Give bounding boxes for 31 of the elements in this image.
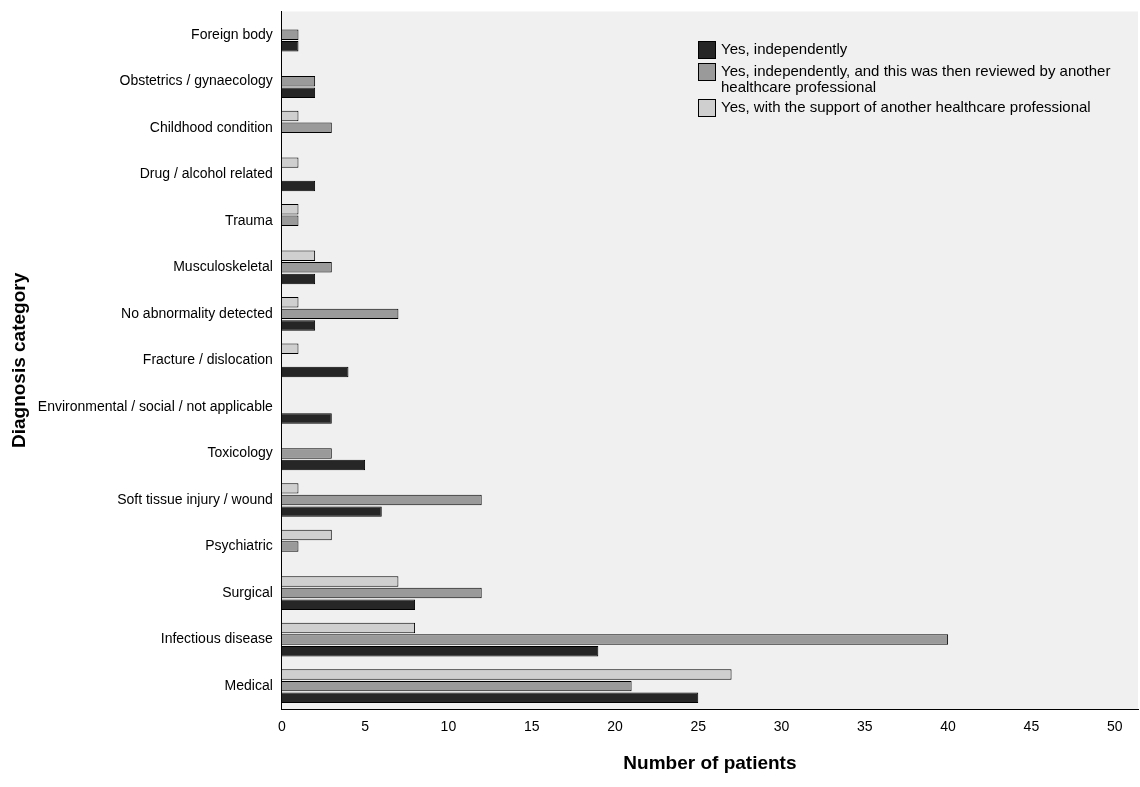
y-tick-label: Drug / alcohol related (139, 165, 273, 182)
x-tick-label: 40 (940, 717, 957, 734)
y-tick-label: Soft tissue injury / wound (117, 490, 273, 507)
x-tick-label: 10 (440, 717, 457, 734)
y-tick-label: Fracture / dislocation (142, 351, 273, 368)
x-tick-label: 25 (690, 717, 707, 734)
y-tick-label: Surgical (222, 583, 273, 600)
x-tick-label: 20 (607, 717, 623, 734)
x-tick-label: 5 (361, 717, 370, 734)
legend-label: Yes, with the support of another healthcare professional (721, 98, 1091, 116)
x-tick-label: 30 (773, 717, 790, 734)
legend-label: Yes, independently, and this was then reviewed by another healthcare professional (721, 62, 1112, 96)
y-tick-label: Psychiatric (205, 537, 273, 554)
y-tick-label: Infectious disease (160, 630, 274, 647)
y-tick-label: No abnormality detected (121, 304, 273, 321)
x-tick-label: 50 (1106, 717, 1123, 734)
x-tick-label: 45 (1023, 717, 1040, 734)
y-tick-label: Environmental / social / not applicable (37, 397, 274, 414)
y-tick-label: Musculoskeletal (173, 258, 273, 275)
y-axis-title: Diagnosis category (7, 272, 29, 449)
y-tick-label: Foreign body (191, 25, 273, 42)
x-tick-label: 35 (857, 717, 873, 734)
x-tick-label: 15 (523, 717, 540, 734)
y-tick-label: Obstetrics / gynaecology (119, 72, 273, 89)
x-axis-title: Number of patients (623, 751, 797, 773)
y-tick-label: Toxicology (207, 444, 273, 461)
y-tick-label: Trauma (225, 211, 274, 228)
x-tick-label: 0 (277, 717, 286, 734)
y-tick-label: Childhood condition (149, 118, 273, 135)
legend-label: Yes, independently (721, 40, 848, 58)
y-tick-label: Medical (224, 676, 273, 693)
